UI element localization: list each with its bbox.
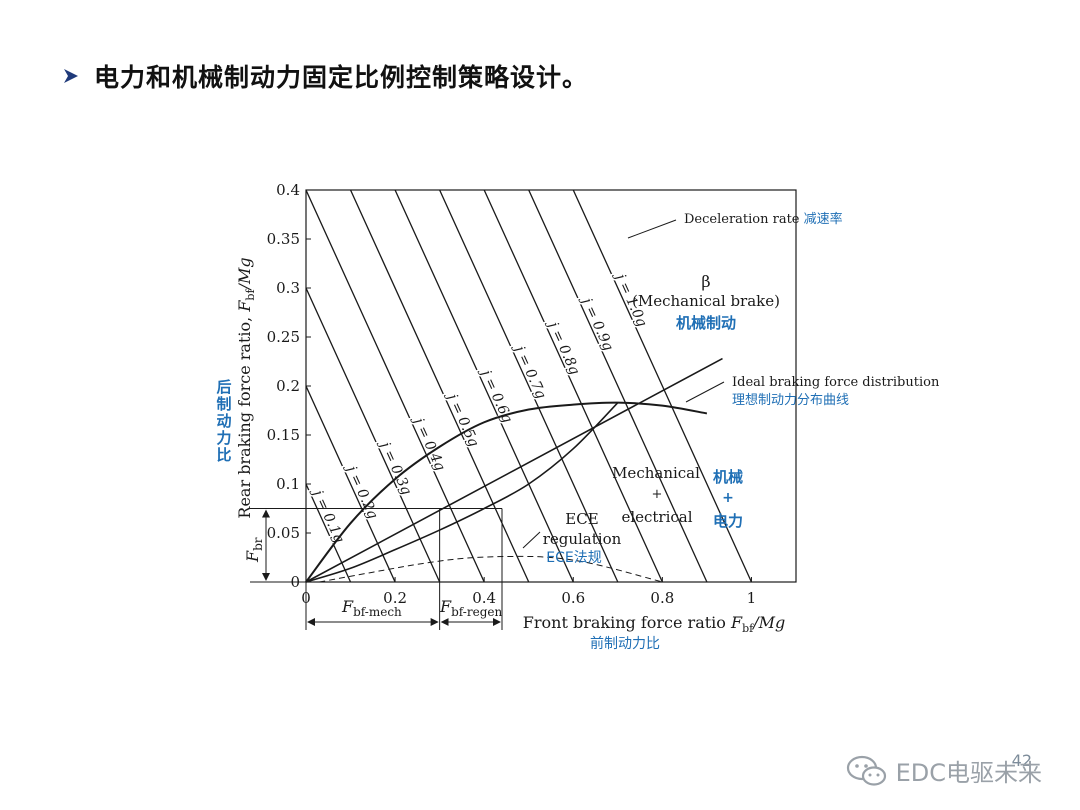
deceleration-line: [572, 190, 753, 582]
y-tick-label: 0.35: [267, 230, 300, 248]
mech-elec-label-2: electrical: [621, 508, 692, 526]
ideal-pointer: [685, 381, 725, 403]
x-axis-label-cn: 前制动力比: [590, 635, 660, 652]
y-tick-label: 0.2: [276, 377, 300, 395]
deceleration-lines: [306, 190, 753, 582]
mech-elec-label-cn: 机械: [713, 468, 743, 486]
y-tick-label: 0.15: [267, 426, 300, 444]
beta-label: β: [701, 272, 710, 291]
y-tick-label: 0.05: [267, 524, 300, 542]
x-tick-label: 0.8: [650, 589, 674, 607]
beta-line: [305, 357, 723, 583]
arrow-bullet-icon: [64, 69, 78, 83]
mech-elec-plus-cn: +: [722, 490, 734, 506]
slide-header: 电力和机械制动力固定比例控制策略设计。: [62, 58, 588, 94]
deceleration-line: [306, 287, 441, 582]
x-axis-label: Front braking force ratio Fbf/Mg: [523, 613, 786, 635]
x-tick-label: 0.2: [383, 589, 407, 607]
deceleration-line: [528, 190, 708, 582]
ece-label-2: regulation: [543, 530, 622, 548]
beta-label-cn: 机械制动: [676, 314, 736, 332]
wechat-icon: [846, 755, 886, 786]
y-axis-label-cn: 后制动力比: [216, 378, 231, 464]
x-tick-label: 1: [747, 589, 757, 607]
deceleration-label: j = 0.8g: [544, 317, 583, 378]
deceleration-label: j = 0.6g: [476, 365, 515, 426]
x-tick-label: 0.4: [472, 589, 496, 607]
ideal-curve-label-cn: 理想制动力分布曲线: [732, 392, 849, 408]
fbf-regen-label: Fbf-regen: [439, 597, 502, 619]
mech-elec-plus: +: [652, 487, 663, 502]
deceleration-pointer: [627, 219, 677, 239]
ideal-curve-label: Ideal braking force distribution: [732, 375, 940, 390]
y-tick-label: 0.1: [276, 475, 300, 493]
y-tick-label: 0.3: [276, 279, 300, 297]
deceleration-label: j = 0.9g: [577, 293, 616, 354]
deceleration-line: [306, 190, 485, 582]
beta-label-desc: (Mechanical brake): [632, 292, 780, 310]
brand-name: EDC电驱未来: [895, 759, 1042, 787]
deceleration-line: [306, 385, 396, 582]
deceleration-line: [306, 483, 352, 582]
deceleration-line: [394, 190, 574, 582]
deceleration-label: j = 0.1g: [308, 485, 347, 546]
deceleration-line: [438, 190, 619, 582]
deceleration-line: [349, 190, 530, 582]
mech-elec-label: Mechanical: [612, 464, 700, 482]
deceleration-label: j = 0.7g: [510, 341, 549, 402]
slide-title: 电力和机械制动力固定比例控制策略设计。: [94, 63, 589, 92]
y-axis-label: Rear braking force ratio, Fbf/Mg: [235, 257, 257, 518]
ece-label: ECE: [565, 510, 598, 528]
page-number: 42: [1011, 751, 1032, 770]
x-tick-label: 0.6: [561, 589, 585, 607]
mech-electrical-curve: [305, 402, 619, 583]
deceleration-line: [483, 190, 663, 582]
y-tick-label: 0.25: [267, 328, 300, 346]
mech-elec-label-cn-2: 电力: [713, 512, 743, 530]
ece-label-cn: ECE法规: [546, 550, 601, 566]
deceleration-rate-label: Deceleration rate 减速率: [684, 211, 843, 227]
fbf-mech-label: Fbf-mech: [341, 597, 402, 619]
footer-watermark: EDC电驱未来: [846, 753, 1042, 788]
ece-pointer: [522, 531, 541, 549]
fbr-label: Fbr: [243, 537, 265, 563]
y-tick-label: 0.4: [276, 181, 300, 199]
